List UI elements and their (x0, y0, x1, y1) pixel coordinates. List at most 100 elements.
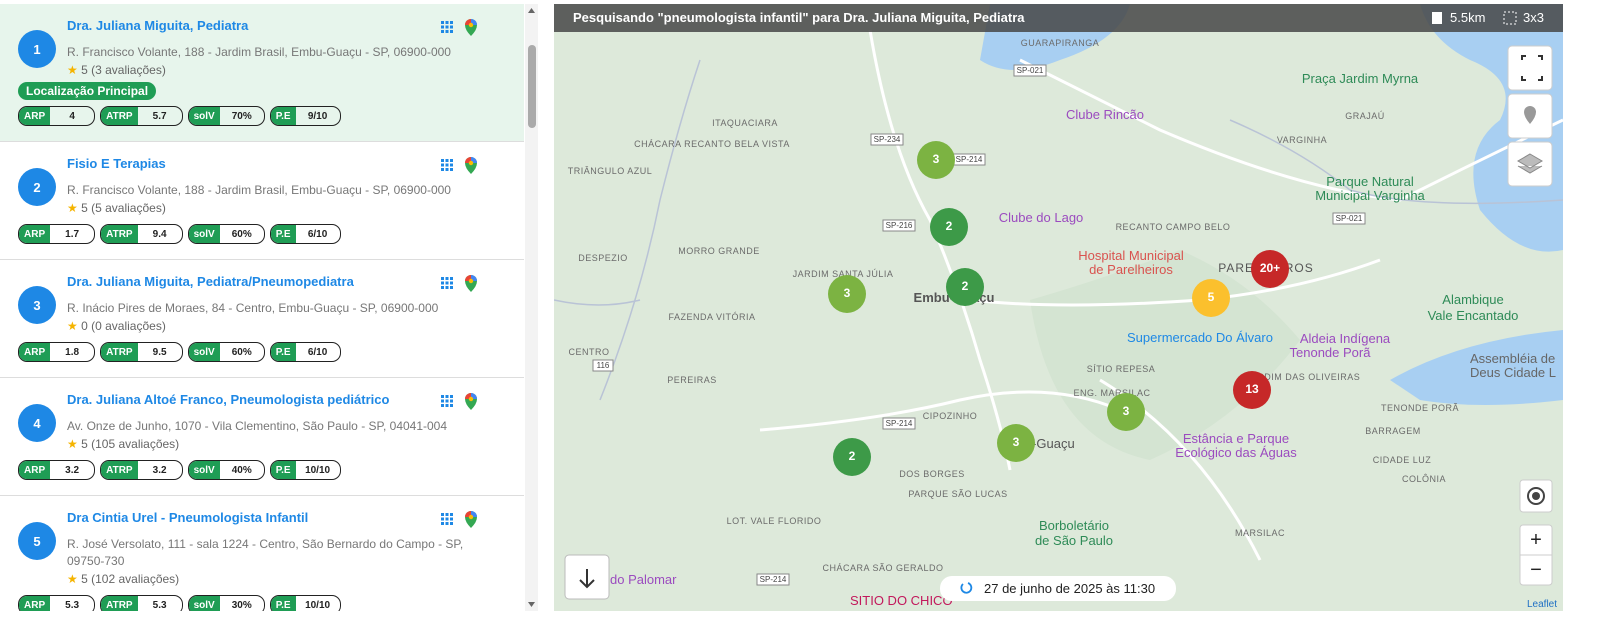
result-actions[interactable] (440, 274, 480, 297)
place-label: RECANTO CAMPO BELO (1116, 222, 1231, 232)
result-actions[interactable] (440, 156, 480, 179)
poi-labels: Clube Rincão Praça Jardim Myrna Parque N… (610, 71, 1556, 608)
cluster-marker[interactable] (1192, 279, 1230, 317)
rating-value: 5 (81, 201, 88, 215)
place-label: FAZENDA VITÓRIA (668, 312, 755, 322)
result-name[interactable]: Dra Cintia Urel - Pneumologista Infantil (67, 510, 309, 525)
result-item[interactable]: 3 Dra. Juliana Miguita, Pediatra/Pneumope… (0, 260, 524, 378)
result-item[interactable]: 5 Dra Cintia Urel - Pneumologista Infanti… (0, 496, 524, 611)
cluster-count: 2 (849, 449, 856, 463)
cluster-count: 13 (1245, 382, 1259, 396)
metric-label: ATRP (101, 343, 138, 361)
result-name[interactable]: Dra. Juliana Miguita, Pediatra (67, 18, 249, 33)
date-pill (940, 576, 1176, 601)
results-list: 1 Dra. Juliana Miguita, Pediatra R. Franci… (0, 4, 524, 611)
metric-label: ATRP (101, 461, 138, 479)
result-name[interactable]: Dra. Juliana Altoé Franco, Pneumologista… (67, 392, 390, 407)
result-address: Av. Onze de Junho, 1070 - Vila Clementin… (67, 419, 448, 433)
zoom-in[interactable]: + (1530, 529, 1542, 551)
metric-value: 9.5 (152, 346, 167, 358)
cluster-count: 2 (962, 279, 969, 293)
result-actions[interactable] (440, 392, 480, 415)
metrics-row: ARP 3.2 ATRP 3.2 solV 40% P.E 10/10 (18, 460, 524, 480)
road-shield: SP-214 (956, 155, 983, 164)
cluster-count: 3 (1013, 435, 1020, 449)
distance: 5.5km (1450, 10, 1485, 25)
result-name[interactable]: Dra. Juliana Miguita, Pediatra/Pneumoped… (67, 274, 354, 289)
road-shield: SP-214 (886, 419, 913, 428)
result-address: R. Inácio Pires de Moraes, 84 - Centro, … (67, 301, 439, 315)
cluster-count: 3 (933, 152, 940, 166)
poi-label: Hospital Municipal (1078, 248, 1184, 263)
cluster-marker[interactable] (930, 208, 968, 246)
metric-label: P.E (270, 107, 296, 125)
metric-label: ARP (19, 225, 51, 243)
metric-value: 9/10 (307, 110, 328, 122)
rank-badge: 4 (18, 404, 56, 442)
metric-value: 40% (231, 464, 252, 476)
cluster-marker[interactable] (1233, 371, 1271, 409)
metric-value: 6/10 (307, 346, 328, 358)
cluster-marker[interactable] (1251, 250, 1289, 288)
rating-value: 5 (81, 63, 88, 77)
metric-label: ARP (19, 461, 51, 479)
metric-value: 60% (231, 228, 252, 240)
fullscreen-button[interactable] (1507, 45, 1553, 91)
place-label: LOT. VALE FLORIDO (727, 516, 822, 526)
cluster-count: 20+ (1260, 261, 1280, 275)
place-label: CHÁCARA SÃO GERALDO (822, 563, 943, 573)
attribution: Leaflet (1527, 599, 1557, 610)
metric-pill: ATRP 9.5 (100, 342, 183, 362)
result-item[interactable]: 2 Fisio E Terapias R. Francisco Volante, 1… (0, 142, 524, 260)
metric-pill: ATRP 5.7 (100, 106, 183, 126)
metric-label: ATRP (101, 596, 138, 611)
place-label: BARRAGEM (1365, 426, 1421, 436)
metric-value: 9.4 (152, 228, 167, 240)
road-shield: SP-021 (1336, 214, 1363, 223)
poi-label: Supermercado Do Álvaro (1127, 330, 1273, 345)
cluster-marker[interactable] (833, 438, 871, 476)
metric-value: 10/10 (305, 464, 331, 476)
poi-label: de Parelheiros (1089, 262, 1173, 277)
poi-label: Assembléia de (1470, 351, 1555, 366)
result-item[interactable]: 4 Dra. Juliana Altoé Franco, Pneumologist… (0, 378, 524, 496)
place-label: VARGINHA (1277, 135, 1327, 145)
result-actions[interactable] (440, 510, 480, 533)
update-date: 27 de junho de 2025 às 11:30 (984, 581, 1155, 596)
place-label: GUARAPIRANGA (1021, 38, 1100, 48)
place-label: CHÁCARA RECANTO BELA VISTA (634, 139, 790, 149)
metric-label: P.E (270, 596, 296, 611)
cluster-marker[interactable] (997, 424, 1035, 462)
metric-pill: P.E 9/10 (269, 106, 341, 126)
metric-pill: solV 60% (187, 342, 265, 362)
result-actions[interactable] (440, 18, 480, 41)
poi-label: Clube do Lago (999, 210, 1084, 225)
result-name[interactable]: Fisio E Terapias (67, 156, 166, 171)
cluster-marker[interactable] (828, 275, 866, 313)
cluster-count: 3 (1123, 404, 1130, 418)
star-icon: ★ (67, 572, 82, 586)
metric-label: ARP (19, 343, 51, 361)
review-count: (105 avaliações) (91, 437, 180, 451)
poi-label: de São Paulo (1035, 533, 1113, 548)
poi-label: Borboletário (1039, 518, 1109, 533)
metric-label: solV (188, 107, 220, 125)
cluster-marker[interactable] (917, 141, 955, 179)
review-count: (0 avaliações) (91, 319, 166, 333)
poi-label: Vale Encantado (1428, 308, 1519, 323)
result-item[interactable]: 1 Dra. Juliana Miguita, Pediatra R. Franci… (0, 4, 524, 142)
place-label: CIDADE LUZ (1373, 455, 1432, 465)
metric-value: 5.7 (152, 110, 167, 122)
zoom-out[interactable]: − (1530, 559, 1542, 581)
metric-value: 5.3 (152, 599, 167, 611)
metric-label: ARP (19, 596, 51, 611)
scrollbar[interactable] (525, 4, 538, 611)
place-label: DESPEZIO (578, 253, 628, 263)
cluster-marker[interactable] (946, 268, 984, 306)
place-label: CIPOZINHO (923, 411, 978, 421)
map[interactable]: SP-021 SP-234 SP-214 SP-216 116 SP-021 S… (554, 4, 1563, 611)
poi-label: Alambique (1442, 292, 1503, 307)
cluster-marker[interactable] (1107, 393, 1145, 431)
metric-value: 3.2 (152, 464, 167, 476)
metric-value: 70% (231, 110, 252, 122)
